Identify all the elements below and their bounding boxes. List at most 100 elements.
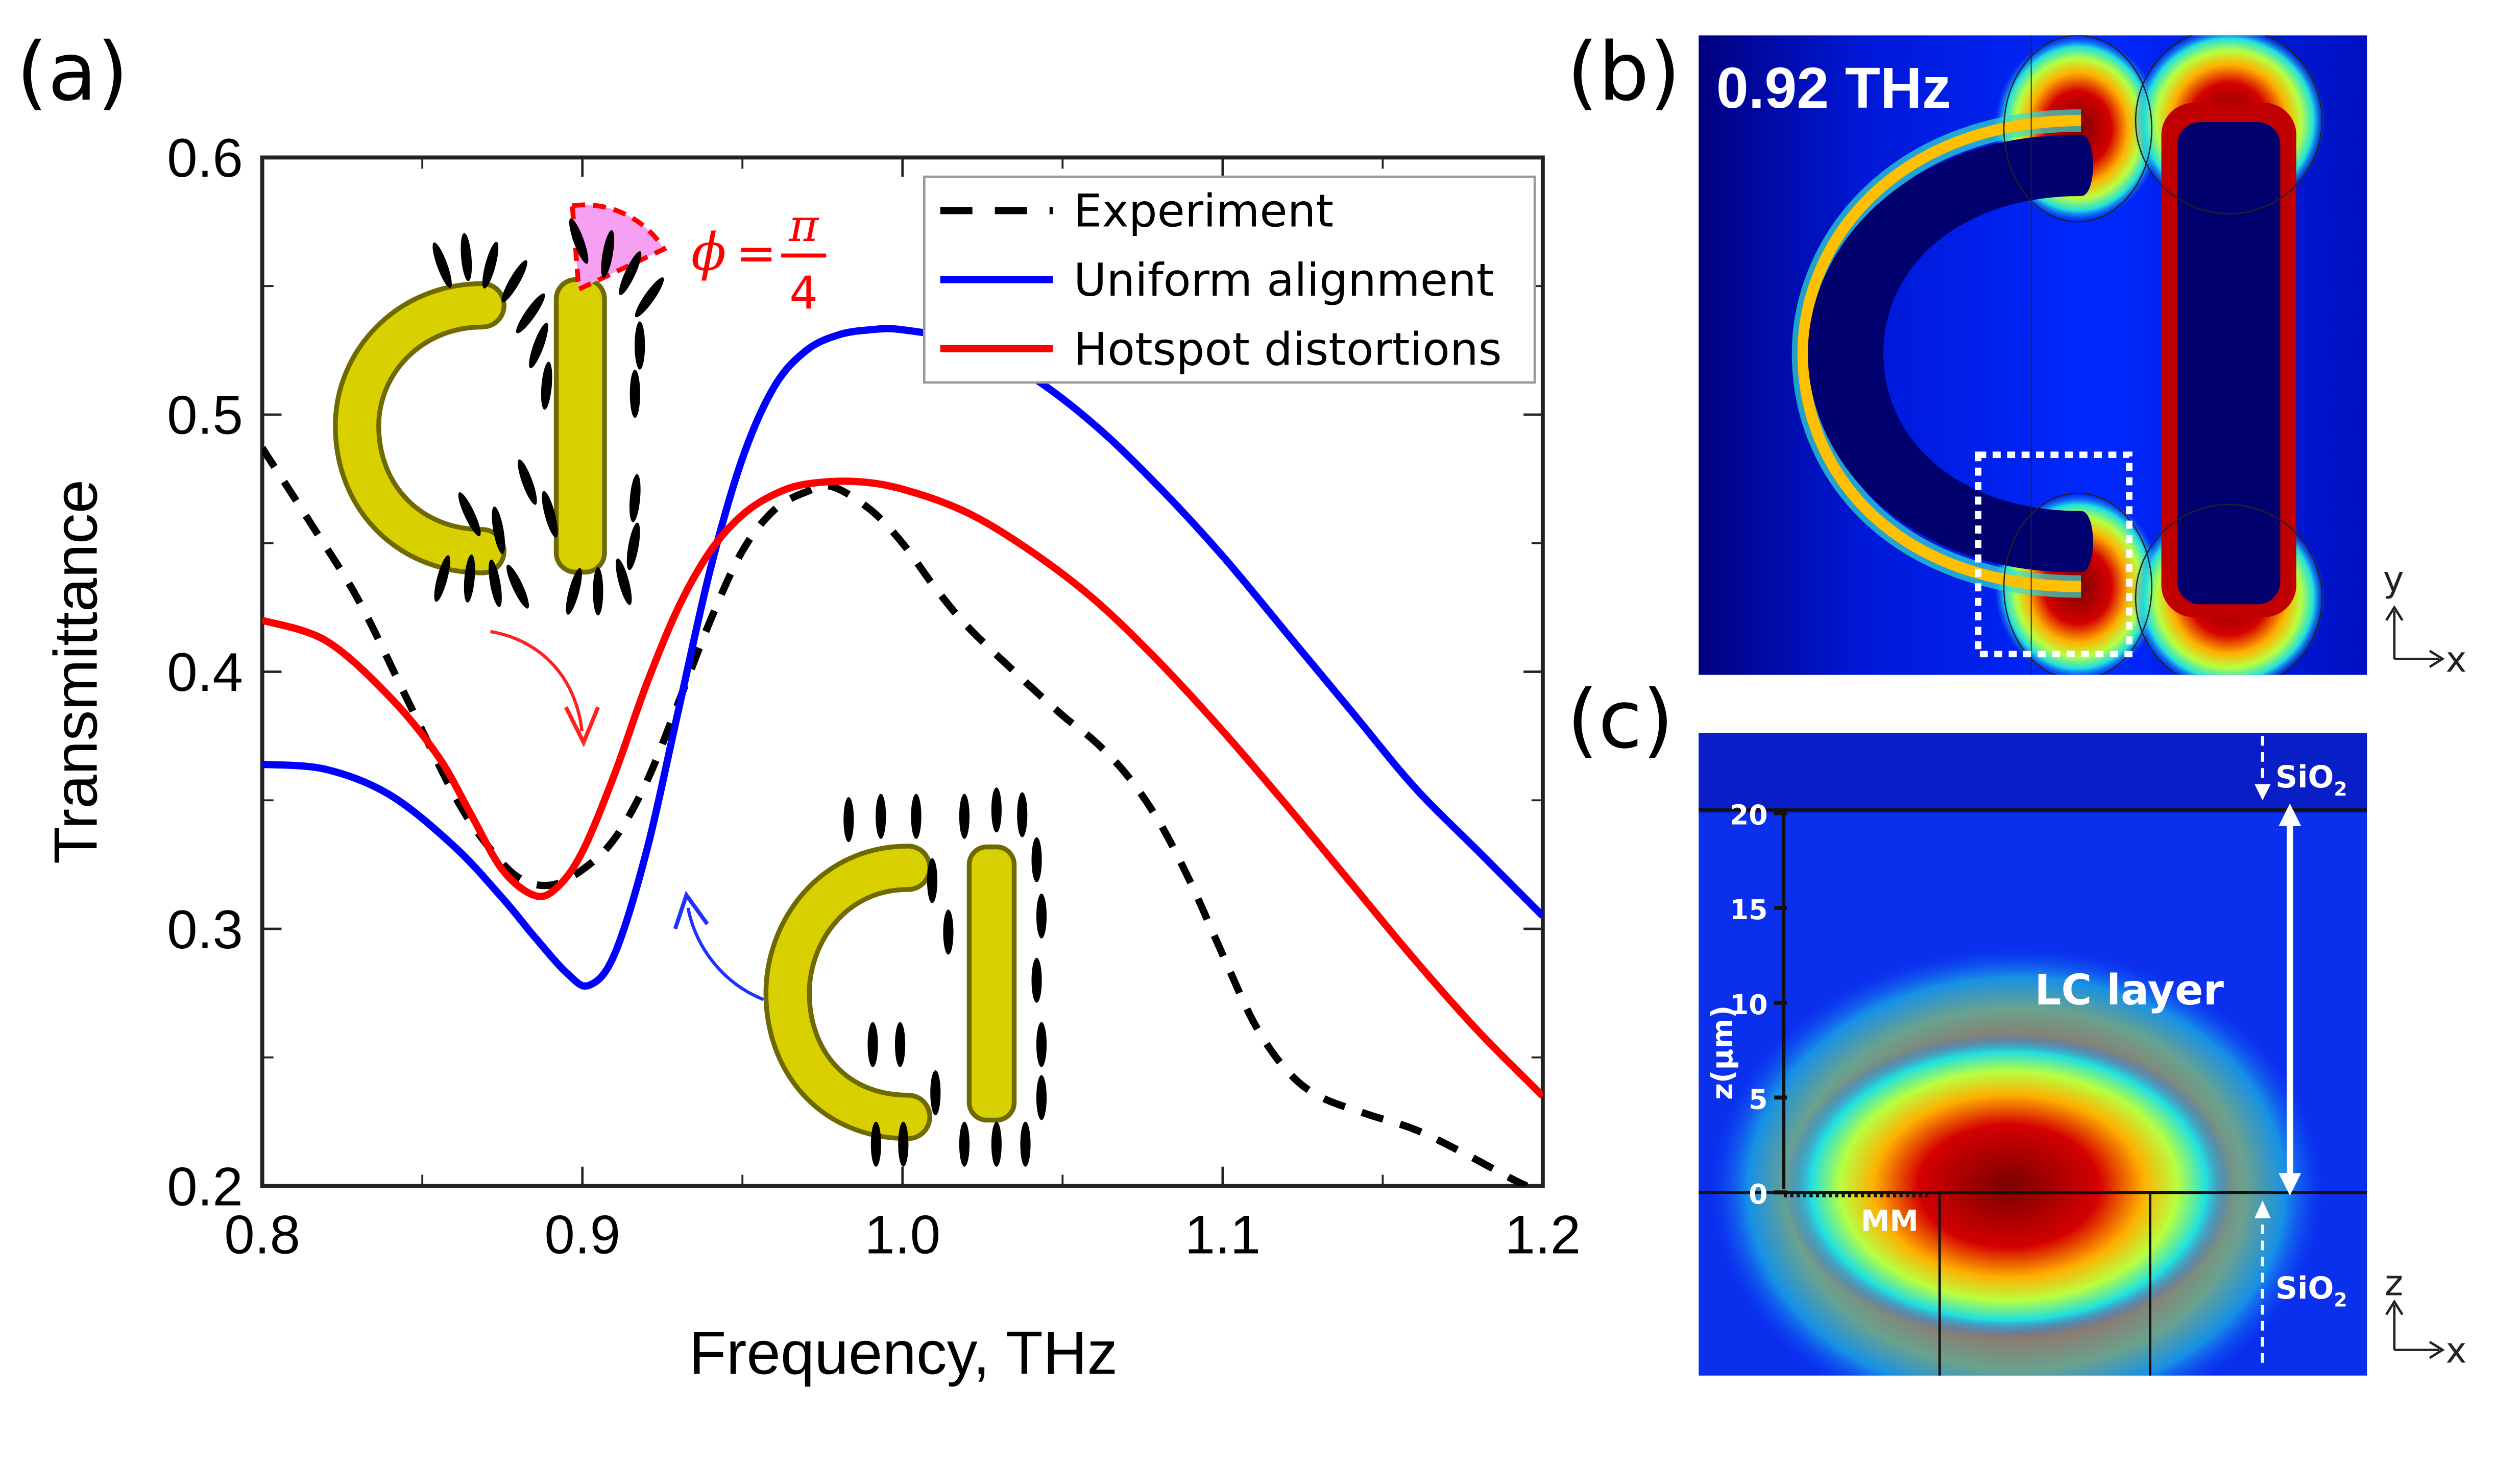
region-circle: [2003, 35, 2152, 223]
arrow-right-icon: [2429, 1340, 2445, 1359]
x-axis-letter: x: [2446, 1331, 2467, 1372]
y-tick-label: 0.6: [167, 127, 243, 188]
x-tick-label: 1.2: [1505, 1204, 1581, 1265]
lc-molecule: [1031, 837, 1042, 882]
arrow-up-icon: [2385, 605, 2404, 621]
tick-labels: 0.8 0.9 1.0 1.1 1.2 0.2 0.3 0.4 0.5 0.6: [167, 127, 1581, 1265]
lc-molecule: [843, 797, 854, 843]
lc-molecule: [959, 794, 970, 839]
lc-molecule: [506, 564, 529, 609]
z-axis-letter: z: [2385, 1263, 2403, 1304]
lc-molecule: [943, 909, 954, 955]
x-tick-label: 1.0: [864, 1204, 940, 1265]
lc-molecule: [619, 251, 642, 296]
z-axis-ticks: 0 5 10 15 20: [1730, 799, 1787, 1210]
lc-molecule: [489, 559, 502, 607]
z-axis-label: z(μm): [1706, 1005, 1739, 1100]
panel-a: (a) 0.8 0.9 1.0 1.1 1.2 0.2 0.3 0.4 0.5 0.6 Frequ…: [16, 26, 1581, 1387]
z-tick-label: 10: [1730, 989, 1767, 1021]
sio2-top-subscript: 2: [2334, 778, 2347, 800]
lc-molecule: [616, 558, 632, 605]
lc-molecule: [529, 323, 548, 369]
z-tick-label: 0: [1749, 1178, 1767, 1210]
series-layer: [262, 325, 1543, 1186]
lc-molecule: [927, 858, 938, 903]
highlight-box: [1975, 451, 2133, 658]
arrow-down-icon: [2255, 784, 2271, 801]
x-tick-label: 0.8: [224, 1204, 300, 1265]
x-axis-letter: x: [2446, 639, 2467, 680]
lc-molecule: [492, 507, 505, 555]
c-ring: [768, 848, 928, 1136]
lc-layer-label: LC layer: [2034, 966, 2224, 1015]
edge-glow-inner: [1797, 115, 2081, 592]
y-tick-label: 0.5: [167, 385, 243, 446]
blue-arrow-head-icon: [673, 891, 709, 930]
lc-molecule: [867, 1022, 878, 1067]
lc-molecule: [1031, 957, 1042, 1003]
top-sio2-region: [1699, 733, 2367, 813]
lc-molecule: [518, 459, 537, 505]
lc-molecules-distorted: [432, 218, 664, 616]
x-tick-label: 1.1: [1184, 1204, 1261, 1265]
y-tick-label: 0.4: [167, 641, 243, 703]
sio2-top-label: SiO2: [2275, 760, 2347, 800]
sio2-bottom-text: SiO: [2275, 1271, 2334, 1306]
lc-molecule: [1036, 1022, 1047, 1067]
arrow-right-icon: [2429, 650, 2445, 668]
legend-label-uniform-alignment: Uniform alignment: [1074, 254, 1494, 306]
y-tick-label: 0.3: [167, 899, 243, 960]
z-tick-label: 5: [1749, 1083, 1767, 1115]
z-tick-label: 20: [1730, 799, 1767, 831]
lc-molecule: [1020, 1121, 1031, 1167]
arrow-down-icon: [2279, 1173, 2301, 1196]
lc-molecule: [1036, 893, 1047, 939]
lc-molecule: [991, 1121, 1002, 1167]
lc-molecule: [434, 555, 450, 602]
lc-molecule: [1017, 792, 1028, 837]
lc-molecule: [464, 554, 475, 603]
sio2-bottom-label: SiO2: [2275, 1271, 2347, 1311]
mm-label: MM: [1861, 1205, 1919, 1238]
lc-molecule: [635, 321, 645, 370]
region-circle: [2135, 503, 2323, 675]
lc-molecule: [629, 369, 640, 418]
i-bar: [966, 844, 1017, 1123]
phi-symbol: ϕ: [691, 223, 726, 282]
arrow-up-icon: [2255, 1200, 2271, 1218]
inset-uniform-lc-illustration: [673, 787, 1047, 1167]
lc-molecule: [626, 522, 640, 570]
panel-b-field-map: (b) 0.92 THz: [1567, 26, 2467, 680]
lc-molecule: [501, 260, 527, 302]
legend: Experiment Uniform alignment Hotspot disto…: [923, 175, 1536, 384]
lc-molecule: [461, 233, 472, 281]
lc-molecule: [569, 218, 589, 264]
region-circle: [2003, 492, 2152, 675]
lc-molecule: [542, 491, 558, 538]
x-axis-label: Frequency, THz: [689, 1319, 1118, 1387]
i-bar: [553, 277, 607, 575]
lc-molecules-uniform: [843, 787, 1047, 1167]
phi-numerator: π: [788, 199, 819, 252]
lc-molecule: [541, 362, 552, 410]
lc-molecule: [959, 1121, 970, 1167]
lc-molecule: [876, 794, 886, 839]
field-glow-core: [1783, 1033, 2234, 1339]
inset-distorted-lc-illustration: ϕ = π 4: [333, 199, 827, 748]
x-tick-label: 0.9: [544, 1204, 620, 1265]
sio2-top-text: SiO: [2275, 760, 2334, 795]
arrow-up-icon: [2385, 1299, 2404, 1315]
legend-label-hotspot-distortions: Hotspot distortions: [1074, 323, 1502, 375]
sio2-bottom-subscript: 2: [2334, 1289, 2347, 1311]
lc-molecule: [1036, 1075, 1047, 1120]
panel-b-label: (b): [1567, 26, 1681, 119]
y-tick-label: 0.2: [167, 1156, 243, 1217]
axes-indicator-zx: z x: [2385, 1263, 2467, 1372]
phi-angle-wedge: [569, 202, 668, 293]
panel-a-label: (a): [16, 26, 128, 119]
lc-molecule: [458, 492, 481, 537]
y-axis-letter: y: [2383, 559, 2404, 600]
region-circle: [2135, 35, 2323, 214]
